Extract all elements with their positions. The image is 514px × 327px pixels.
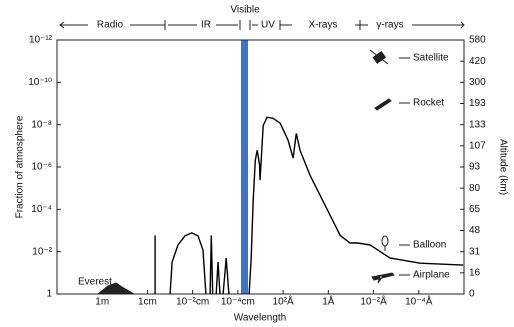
x-axis-title: Wavelength xyxy=(234,313,286,324)
y-tick-label: 10⁻⁶ xyxy=(31,162,52,173)
y-tick-label: 10⁻⁴ xyxy=(31,204,52,215)
y2-tick-label: 193 xyxy=(469,98,486,109)
visible-band xyxy=(241,40,248,294)
x-tick-label: 1Å xyxy=(322,295,335,308)
absorption-curve xyxy=(154,116,464,295)
annotation: Balloon xyxy=(413,240,446,251)
y-tick-label: 10⁻² xyxy=(32,246,52,257)
annotation: Airplane xyxy=(413,270,450,281)
y2-tick-label: 133 xyxy=(469,119,486,130)
x-tick-label: 1m xyxy=(95,297,109,308)
x-tick-label: 10⁻⁴cm xyxy=(221,297,255,308)
annotation: Rocket xyxy=(413,98,444,109)
y2-tick-label: 580 xyxy=(469,35,486,46)
y2-tick-label: 16 xyxy=(469,267,481,278)
band-label: Visible xyxy=(230,5,260,16)
x-tick-label: 10⁻²Å xyxy=(360,295,387,308)
y2-tick-label: 107 xyxy=(469,140,486,151)
band-label: IR xyxy=(201,20,211,31)
y2-tick-label: 300 xyxy=(469,77,486,88)
y2-tick-label: 0 xyxy=(469,289,475,300)
x-tick-label: 10⁻²cm xyxy=(176,297,209,308)
y2-tick-label: 80 xyxy=(469,183,481,194)
band-label: γ-rays xyxy=(376,20,403,31)
annotation: Everest xyxy=(78,277,112,288)
y-tick-label: 10⁻⁸ xyxy=(31,119,52,130)
y2-axis-title: Altitude (km) xyxy=(497,139,508,195)
annotation: Satellite xyxy=(413,53,449,64)
x-tick-label: 10²Å xyxy=(273,295,294,308)
band-label: Radio xyxy=(97,20,124,31)
band-label: X-rays xyxy=(309,20,338,31)
icons xyxy=(96,49,410,295)
y-tick-label: 10⁻¹⁰ xyxy=(28,77,52,88)
y-axis-title: Fraction of atmosphere xyxy=(15,115,26,218)
y2-tick-label: 31 xyxy=(469,246,481,257)
y2-tick-label: 420 xyxy=(469,56,486,67)
y-tick-label: 1 xyxy=(46,289,52,300)
y2-tick-label: 65 xyxy=(469,204,481,215)
y2-tick-label: 93 xyxy=(469,162,481,173)
band-label: UV xyxy=(261,20,275,31)
band-arrows xyxy=(59,20,465,30)
x-tick-label: 10⁻⁴Å xyxy=(405,295,433,308)
y-tick-label: 10⁻¹² xyxy=(29,35,53,46)
x-tick-label: 1cm xyxy=(138,297,157,308)
y2-tick-label: 48 xyxy=(469,225,481,236)
